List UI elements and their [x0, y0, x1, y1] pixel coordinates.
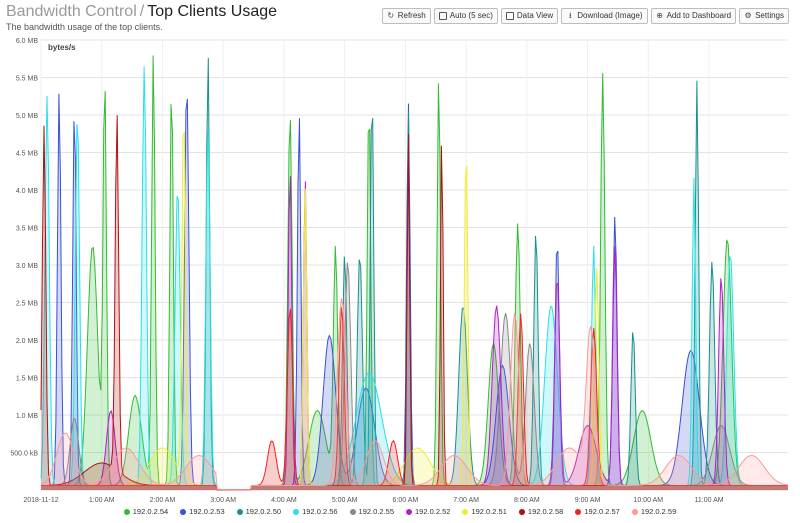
legend-dot-icon — [293, 508, 300, 515]
series-line — [40, 298, 789, 491]
legend-dot-icon — [631, 508, 638, 515]
legend-label: 192.0.2.53 — [189, 507, 225, 516]
legend-dot-icon — [406, 508, 412, 515]
legend-dot-icon — [180, 508, 187, 515]
x-axis-ticks: 2018-11-12 1:00 AM 2:00 AM 3:00 AM 4:00 AM 5:… — [23, 497, 723, 504]
legend-item[interactable]: 192.0.2.50 — [236, 507, 282, 516]
checkbox-icon[interactable] — [438, 12, 447, 20]
y-tick-label: 5.5 MB — [16, 76, 39, 83]
legend-item[interactable]: 192.0.2.55 — [349, 507, 394, 516]
add-to-dashboard-button[interactable]: ⊕ Add to Dashboard — [650, 8, 737, 24]
legend-item[interactable]: 192.0.2.57 — [575, 507, 620, 516]
y-tick-label: 4.5 MB — [16, 151, 39, 158]
y-tick-label: 1.5 MB — [16, 376, 39, 383]
legend-dot-icon — [575, 508, 582, 515]
chart-grid — [40, 39, 788, 491]
settings-label: Settings — [755, 11, 784, 20]
auto-refresh-button[interactable]: Auto (5 sec) — [433, 8, 498, 24]
breadcrumb: Bandwidth Control / Top Clients Usage — [6, 2, 277, 22]
download-label: Download (Image) — [577, 11, 643, 20]
legend-dot-icon — [518, 508, 525, 515]
chart-areas — [40, 55, 789, 491]
x-tick-label: 11:00 AM — [695, 497, 724, 504]
y-tick-label: 5.0 MB — [16, 113, 39, 120]
plus-circle-icon: ⊕ — [656, 11, 663, 20]
legend-label: 192.0.2.55 — [358, 507, 394, 516]
gear-icon: ⚙ — [744, 11, 752, 20]
legend-label: 192.0.2.58 — [527, 507, 564, 516]
x-tick-label: 2:00 AM — [150, 497, 176, 504]
refresh-button[interactable]: ↻ Refresh — [381, 8, 431, 24]
legend-item[interactable]: 192.0.2.52 — [406, 507, 450, 516]
breadcrumb-bandwidth-control[interactable]: Bandwidth Control — [6, 3, 137, 20]
legend-item[interactable]: 192.0.2.56 — [293, 507, 338, 516]
chart-legend: 192.0.2.54 192.0.2.53 192.0.2.50 192.0.2.56… — [0, 507, 800, 516]
settings-button[interactable]: ⚙ Settings — [739, 8, 789, 24]
x-tick-label: 9:00 AM — [575, 497, 601, 504]
legend-item[interactable]: 192.0.2.51 — [462, 507, 507, 516]
data-view-label: Data View — [516, 11, 554, 20]
x-tick-label: 4:00 AM — [271, 497, 297, 504]
legend-item[interactable]: 192.0.2.54 — [123, 507, 169, 516]
x-tick-label: 10:00 AM — [634, 497, 664, 504]
series-area — [41, 298, 788, 490]
add-dashboard-label: Add to Dashboard — [666, 11, 732, 20]
legend-label: 192.0.2.59 — [640, 507, 677, 516]
y-tick-label: 2.5 MB — [16, 301, 39, 308]
y-tick-label: 2.0 MB — [16, 338, 39, 345]
y-tick-label: 3.5 MB — [16, 226, 39, 233]
auto-refresh-label: Auto (5 sec) — [449, 11, 493, 20]
legend-label: 192.0.2.57 — [584, 507, 620, 516]
legend-item[interactable]: 192.0.2.59 — [631, 507, 677, 516]
data-view-button[interactable]: Data View — [500, 8, 559, 24]
legend-dot-icon — [349, 508, 356, 515]
series-area — [41, 262, 788, 490]
page-subtitle: The bandwidth usage of the top clients. — [6, 22, 163, 32]
x-tick-label: 1:00 AM — [89, 497, 115, 504]
y-tick-label: 500.0 kB — [10, 451, 38, 458]
y-tick-label: 1.0 MB — [16, 413, 39, 420]
legend-dot-icon — [123, 508, 130, 515]
page-title: Top Clients Usage — [147, 3, 278, 20]
download-image-button[interactable]: ⭳ Download (Image) — [561, 8, 648, 24]
x-tick-label: 3:00 AM — [210, 497, 236, 504]
legend-label: 192.0.2.50 — [245, 507, 282, 516]
toolbar: ↻ Refresh Auto (5 sec) Data View ⭳ Downl… — [381, 8, 789, 24]
legend-dot-icon — [236, 508, 243, 515]
y-axis-label: bytes/s — [48, 43, 76, 52]
refresh-icon: ↻ — [387, 11, 395, 20]
x-tick-label: 5:00 AM — [332, 497, 358, 504]
y-tick-label: 3.0 MB — [16, 263, 39, 270]
x-tick-label: 6:00 AM — [393, 497, 419, 504]
y-tick-label: 4.0 MB — [16, 188, 39, 195]
legend-item[interactable]: 192.0.2.58 — [518, 507, 564, 516]
legend-label: 192.0.2.56 — [302, 507, 338, 516]
checkbox-icon[interactable] — [505, 12, 514, 20]
legend-label: 192.0.2.51 — [471, 507, 507, 516]
legend-label: 192.0.2.54 — [132, 507, 169, 516]
refresh-label: Refresh — [397, 11, 426, 20]
breadcrumb-separator: / — [139, 3, 145, 20]
y-tick-label: 6.0 MB — [16, 38, 39, 45]
legend-label: 192.0.2.52 — [415, 507, 451, 516]
x-tick-label: 8:00 AM — [514, 497, 540, 504]
x-tick-label: 2018-11-12 — [23, 497, 58, 504]
download-icon: ⭳ — [568, 11, 572, 20]
series-area — [41, 55, 788, 491]
series-area — [41, 115, 788, 490]
x-tick-label: 7:00 AM — [453, 497, 479, 504]
y-axis-ticks: 500.0 kB 1.0 MB 1.5 MB 2.0 MB 2.5 MB 3.0 MB 3.… — [10, 38, 38, 458]
legend-item[interactable]: 192.0.2.53 — [180, 507, 225, 516]
page-header: Bandwidth Control / Top Clients Usage The … — [6, 2, 277, 32]
legend-dot-icon — [462, 508, 469, 515]
